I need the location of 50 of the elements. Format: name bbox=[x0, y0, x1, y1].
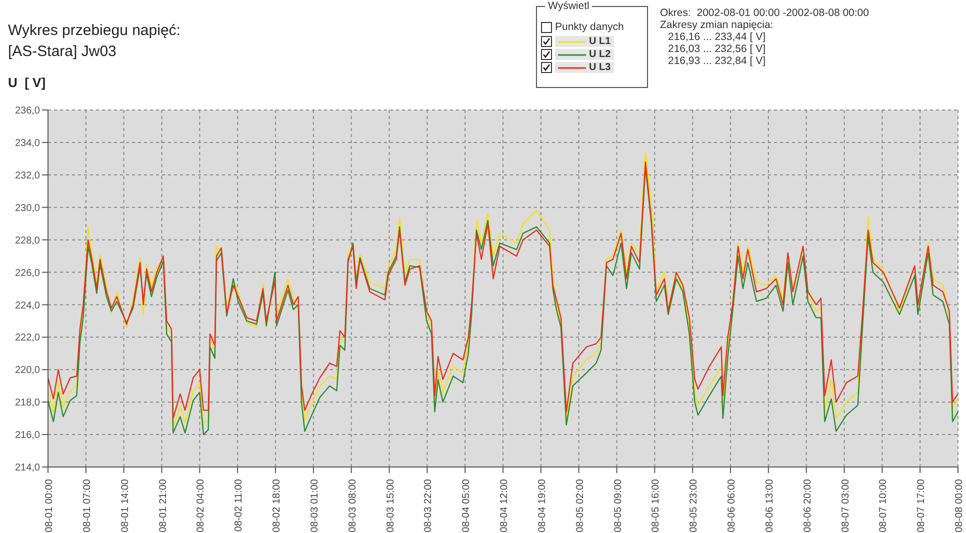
chart-title: Wykres przebiegu napięć: bbox=[8, 21, 180, 41]
y-axis-title: U [ V] bbox=[8, 75, 46, 90]
x-tick-label: 08-04 19:00 bbox=[536, 478, 548, 532]
chart-subtitle: [AS-Stara] Jw03 bbox=[8, 42, 118, 62]
x-tick-label: 08-07 03:00 bbox=[840, 478, 852, 532]
x-tick-label: 08-01 07:00 bbox=[82, 478, 93, 532]
x-tick-label: 08-03 08:00 bbox=[347, 478, 358, 532]
x-tick-label: 08-07 10:00 bbox=[878, 478, 890, 532]
y-tick-label: 232,0 bbox=[14, 170, 40, 182]
x-tick-label: 08-02 18:00 bbox=[272, 478, 282, 532]
text: 216,16 ... 233,44 [ V] bbox=[667, 31, 766, 43]
text: 216,03 ... 232,56 [ V] bbox=[667, 43, 766, 55]
text: Okres: 2002-08-01 00:00 -2002-08-08 00:00 bbox=[660, 7, 869, 19]
legend-title: Wyświetl bbox=[545, 0, 592, 12]
x-tick-label: 08-03 22:00 bbox=[423, 478, 434, 532]
y-tick-label: 224,0 bbox=[14, 300, 40, 312]
y-tick-label: 220,0 bbox=[14, 365, 40, 376]
y-tick-label: 226,0 bbox=[14, 268, 40, 279]
y-tick-label: 222,0 bbox=[14, 332, 40, 344]
x-tick-label: 08-05 09:00 bbox=[612, 478, 624, 532]
x-tick-label: 08-06 13:00 bbox=[764, 478, 776, 532]
x-tick-label: 08-04 12:00 bbox=[499, 478, 510, 532]
y-tick-label: 234,0 bbox=[14, 138, 40, 150]
x-tick-label: 08-01 14:00 bbox=[120, 478, 131, 532]
x-tick-label: 08-05 02:00 bbox=[574, 478, 586, 532]
text: Zakresy zmian napięcia: bbox=[660, 19, 774, 31]
x-tick-label: 08-01 21:00 bbox=[158, 478, 169, 532]
x-tick-label: 08-03 01:00 bbox=[309, 478, 320, 532]
x-tick-label: 08-08 00:00 bbox=[954, 478, 965, 532]
text: 216,93 ... 232,84 [ V] bbox=[667, 55, 766, 67]
legend-label: U L1 bbox=[589, 36, 611, 47]
text: Punkty danych bbox=[555, 21, 624, 33]
y-tick-label: 230,0 bbox=[14, 202, 40, 214]
x-tick-label: 08-05 16:00 bbox=[650, 478, 662, 532]
x-tick-label: 08-03 15:00 bbox=[385, 478, 396, 532]
x-tick-label: 08-04 05:00 bbox=[461, 478, 472, 532]
y-tick-label: 236,0 bbox=[14, 106, 40, 117]
legend-label: U L3 bbox=[589, 62, 611, 73]
y-tick-label: 218,0 bbox=[14, 398, 40, 409]
y-tick-label: 228,0 bbox=[14, 235, 40, 246]
x-tick-label: 08-06 20:00 bbox=[802, 478, 814, 532]
y-tick-label: 214,0 bbox=[14, 462, 40, 474]
x-tick-label: 08-05 23:00 bbox=[688, 478, 700, 532]
x-tick-label: 08-01 00:00 bbox=[44, 478, 55, 532]
x-tick-label: 08-02 04:00 bbox=[196, 478, 207, 532]
y-tick-label: 216,0 bbox=[14, 430, 40, 442]
x-tick-label: 08-02 11:00 bbox=[234, 478, 245, 532]
x-tick-label: 08-06 06:00 bbox=[726, 478, 738, 532]
legend-label: U L2 bbox=[589, 49, 611, 60]
x-tick-label: 08-07 17:00 bbox=[916, 478, 928, 532]
